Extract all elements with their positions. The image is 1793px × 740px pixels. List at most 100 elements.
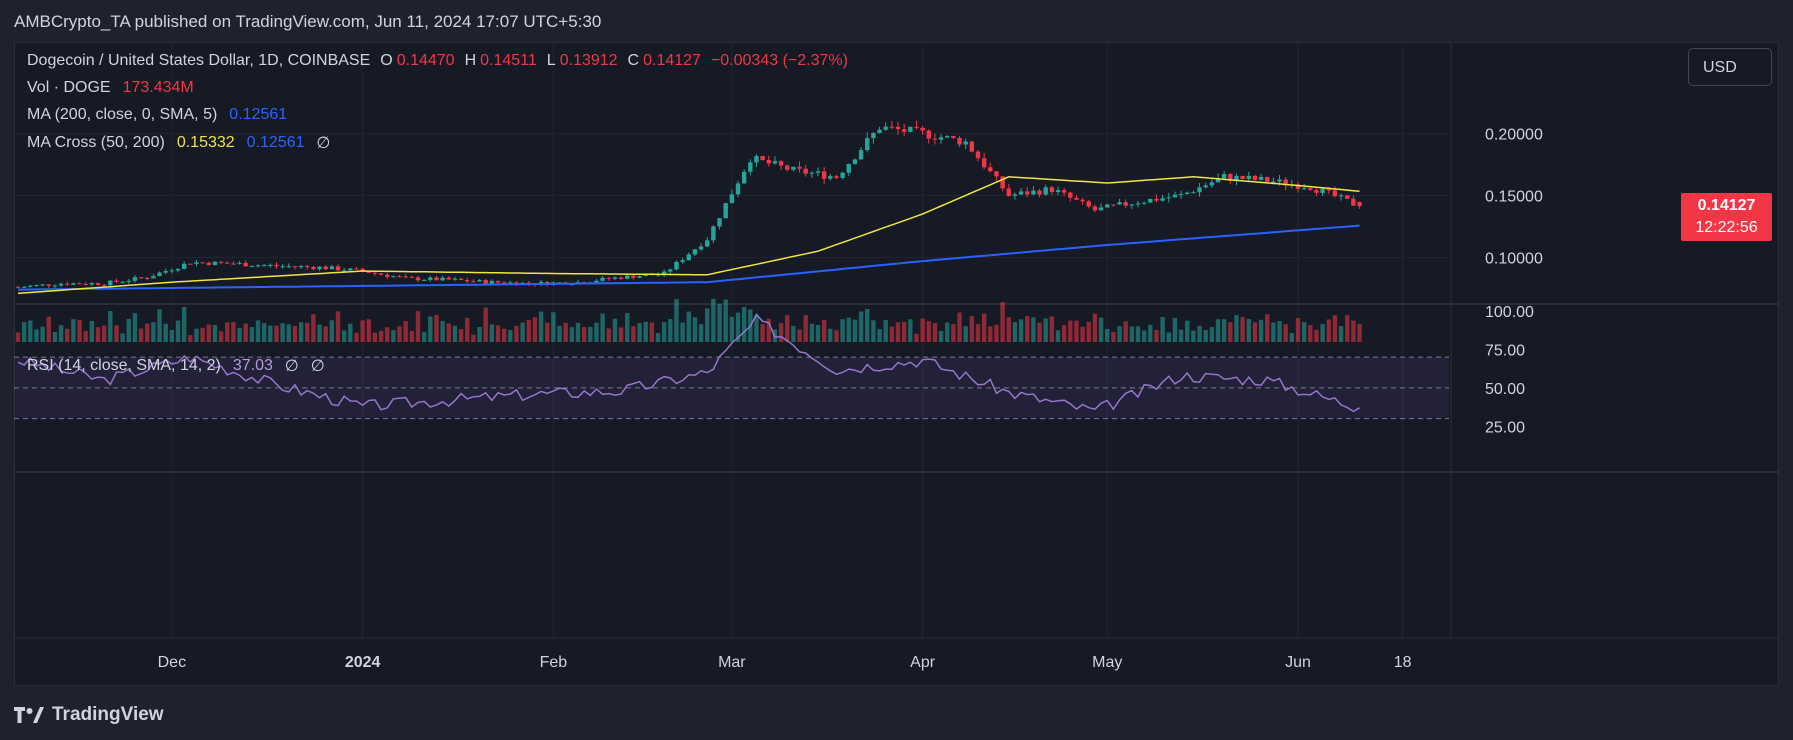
ma-cross-fast-value: 0.15332 [176, 134, 235, 151]
volume-bar [311, 314, 316, 342]
candle-body [606, 277, 611, 279]
volume-bar [858, 311, 864, 342]
volume-bar [957, 312, 962, 342]
volume-bar [686, 311, 691, 342]
candle-body [163, 271, 168, 273]
volume-bar [637, 323, 642, 342]
currency-button[interactable]: USD [1688, 48, 1772, 86]
ma-label[interactable]: MA (200, close, 0, SMA, 5) [27, 106, 218, 123]
volume-bar [532, 317, 538, 342]
volume-bar [649, 322, 655, 342]
volume-bar [225, 322, 230, 342]
volume-bar [65, 328, 70, 342]
candle-body [169, 270, 175, 272]
volume-bar [895, 322, 901, 342]
high-value: 0.14511 [480, 52, 537, 69]
candle-body [71, 283, 76, 285]
volume-bar [1068, 320, 1073, 342]
candle-body [711, 226, 716, 241]
volume-bar [785, 315, 790, 342]
volume-bar [1277, 321, 1282, 342]
volume-bar [341, 330, 347, 342]
candle-body [261, 265, 267, 267]
candle-body [421, 279, 427, 281]
volume-bar [194, 328, 199, 342]
candle-body [643, 274, 648, 277]
volume-bar [551, 312, 556, 342]
candle-body [809, 172, 815, 174]
candle-body [1326, 188, 1331, 191]
candle-body [1277, 179, 1282, 182]
volume-bar [741, 307, 747, 342]
volume-bar [1055, 330, 1061, 342]
candle-body [1049, 187, 1055, 192]
volume-bar [809, 323, 815, 342]
volume-bar [932, 323, 938, 342]
candle-body [834, 176, 839, 178]
tradingview-branding[interactable]: TradingView [14, 700, 164, 730]
ma-cross-label[interactable]: MA Cross (50, 200) [27, 134, 165, 151]
candle-body [981, 158, 987, 168]
candle-body [225, 262, 230, 264]
volume-bar [625, 313, 630, 342]
volume-bar [1129, 326, 1135, 342]
price-axis-label: 0.15000 [1485, 188, 1543, 205]
candle-body [920, 127, 925, 131]
chart-canvas[interactable]: 0.10000 0.15000 0.20000 100.00 75.00 50.00 25… [14, 42, 1779, 686]
volume-bar [514, 325, 519, 342]
volume-bar [21, 322, 27, 342]
volume-bar [132, 313, 138, 342]
close-label: C [627, 52, 640, 69]
volume-bar [434, 315, 439, 342]
volume-bar [538, 311, 544, 342]
volume-bar [385, 327, 390, 342]
legend-rsi: RSI (14, close, SMA, 14, 2) 37.03 ∅ ∅ [27, 356, 325, 376]
candle-body [932, 138, 938, 140]
volume-bar [83, 330, 88, 342]
candle-body [151, 276, 156, 279]
candle-body [1265, 176, 1270, 182]
candle-body [378, 273, 384, 275]
candle-body [188, 263, 193, 265]
candle-body [335, 266, 341, 271]
time-axis-label: 18 [1394, 654, 1412, 671]
volume-bar [348, 323, 353, 342]
volume-bar [1332, 315, 1338, 342]
candle-body [1191, 192, 1196, 194]
candle-body [138, 277, 144, 279]
candle-body [489, 280, 495, 284]
symbol-title[interactable]: Dogecoin / United States Dollar, 1D, COI… [27, 52, 371, 69]
candle-body [778, 161, 784, 166]
volume-bar [1215, 319, 1221, 342]
volume-bar [46, 316, 51, 342]
volume-bar [1345, 315, 1350, 342]
price-axis: 0.10000 0.15000 0.20000 [1485, 126, 1543, 267]
candle-body [1301, 188, 1307, 190]
candle-body [858, 150, 864, 160]
candle-body [1141, 202, 1147, 204]
volume-bar [323, 326, 328, 342]
candle-body [852, 159, 858, 165]
volume-bar [526, 320, 531, 342]
candle-body [471, 281, 476, 283]
low-value: 0.13912 [559, 52, 618, 69]
volume-bar [163, 323, 168, 342]
candle-body [132, 277, 138, 281]
volume-bar [1012, 322, 1018, 342]
candle-body [329, 266, 335, 270]
volume-bar [766, 318, 771, 342]
candle-body [1320, 188, 1325, 193]
volume-bar [698, 324, 704, 342]
volume-bar [1185, 320, 1190, 342]
volume-bar [1338, 325, 1344, 342]
candle-body [1111, 204, 1116, 206]
candle-body [951, 136, 956, 138]
candle-body [317, 266, 322, 270]
candle-body [1258, 176, 1264, 180]
volume-bar [71, 319, 76, 342]
candle-body [145, 277, 150, 279]
rsi-label[interactable]: RSI (14, close, SMA, 14, 2) [27, 357, 221, 374]
volume-bar [680, 322, 685, 342]
volume-label[interactable]: Vol · DOGE [27, 79, 111, 96]
volume-bar [261, 323, 267, 342]
